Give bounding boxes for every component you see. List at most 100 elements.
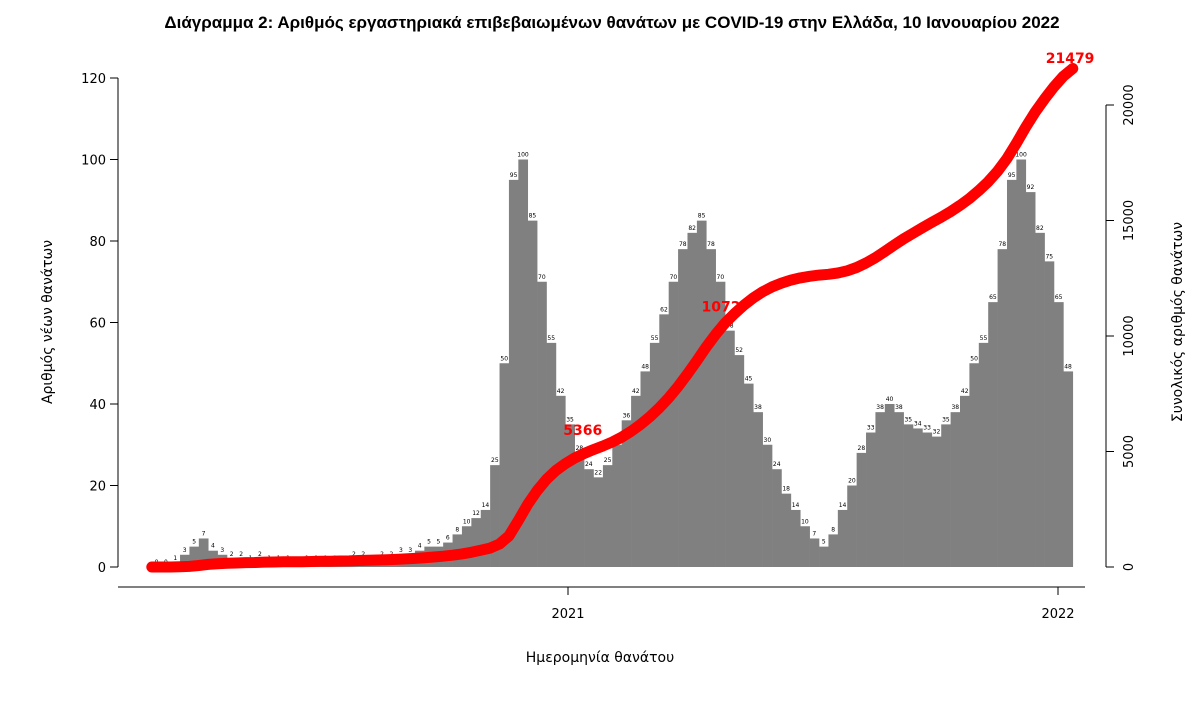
bar-value-label: 33 [923, 425, 931, 432]
bar [706, 249, 716, 567]
bar-value-label: 3 [408, 547, 412, 554]
bar [931, 436, 942, 567]
bar-value-label: 35 [566, 416, 574, 423]
bar-value-label: 25 [491, 457, 499, 464]
bar [1035, 232, 1045, 567]
bar [508, 179, 519, 567]
bar [725, 330, 735, 567]
bar [809, 538, 820, 567]
bar [537, 281, 547, 567]
bar [781, 493, 792, 567]
bar-value-label: 7 [812, 530, 816, 537]
bar [555, 395, 566, 567]
bar [659, 314, 669, 567]
chart-title: Διάγραμμα 2: Αριθμός εργαστηριακά επιβεβ… [164, 13, 1059, 32]
y2-tick-label: 15000 [1122, 200, 1137, 241]
bar [1025, 192, 1036, 567]
bar-value-label: 4 [211, 543, 215, 550]
bar-value-label: 14 [839, 502, 847, 509]
bar-value-label: 5 [427, 539, 431, 546]
x-axis-label: Ημερομηνία θανάτου [526, 650, 674, 666]
bar [969, 363, 980, 567]
bar-value-label: 52 [735, 347, 743, 354]
bar [743, 383, 754, 567]
bar-value-label: 12 [472, 510, 480, 517]
annotations: 5366 1072 21479 [563, 51, 1094, 439]
bar-value-label: 70 [670, 274, 678, 281]
bar-value-label: 65 [989, 294, 997, 301]
bar [621, 420, 632, 567]
bar [471, 518, 482, 567]
bar-value-label: 85 [529, 213, 537, 220]
bar [1063, 371, 1074, 567]
bar-value-label: 5 [437, 539, 441, 546]
bar-value-label: 28 [576, 445, 584, 452]
bar [847, 485, 857, 567]
bar [856, 452, 867, 567]
bar [584, 469, 594, 567]
bar [640, 371, 651, 567]
bar-value-label: 18 [782, 486, 790, 493]
bar-value-label: 24 [585, 461, 593, 468]
bar-value-label: 100 [517, 152, 529, 159]
bar [978, 342, 989, 567]
annotation-label: 5366 [563, 423, 602, 439]
bar [913, 428, 923, 567]
bar-value-label: 30 [764, 437, 772, 444]
bar-value-label: 33 [867, 425, 875, 432]
bar-value-label: 2 [258, 551, 262, 558]
bar-value-label: 92 [1027, 184, 1035, 191]
bar-value-label: 48 [1064, 363, 1072, 370]
y-tick-label: 100 [81, 154, 106, 169]
bar-value-label: 8 [455, 526, 459, 533]
bar-value-label: 34 [914, 420, 922, 427]
bar [753, 412, 763, 567]
bar-value-label: 5 [822, 539, 826, 546]
bar [772, 469, 782, 567]
bar-value-label: 38 [754, 404, 762, 411]
y2-tick-label: 20000 [1122, 84, 1137, 125]
bar-value-label: 85 [698, 213, 706, 220]
bar-value-label: 55 [651, 335, 659, 342]
y-tick-label: 0 [98, 561, 106, 576]
y-tick-label: 120 [81, 72, 106, 87]
bar-value-label: 42 [557, 388, 565, 395]
bar [189, 546, 200, 567]
bar-value-label: 42 [961, 388, 969, 395]
bar-value-label: 82 [1036, 225, 1044, 232]
bar-value-label: 3 [220, 547, 224, 554]
bar-value-label: 50 [970, 355, 978, 362]
bar [988, 302, 998, 567]
bar [180, 554, 190, 567]
y-tick-label: 20 [89, 480, 106, 495]
bar-value-label: 38 [951, 404, 959, 411]
bar-value-label: 32 [933, 429, 941, 436]
bar-value-label: 4 [418, 543, 422, 550]
bar-value-label: 36 [623, 412, 631, 419]
bar [687, 232, 698, 567]
bar-value-label: 100 [1015, 152, 1027, 159]
bar-value-label: 95 [510, 172, 518, 179]
bar [762, 444, 773, 567]
bar [960, 395, 970, 567]
bar-value-label: 25 [604, 457, 612, 464]
bar [734, 355, 745, 567]
bars [170, 159, 1074, 567]
bar-value-label: 62 [660, 306, 668, 313]
bar-value-label: 3 [399, 547, 403, 554]
bar-value-label: 45 [745, 376, 753, 383]
bar-value-label: 40 [886, 396, 894, 403]
bar-value-label: 1 [173, 555, 177, 562]
y2-tick-label: 10000 [1122, 315, 1137, 356]
bar [884, 404, 895, 567]
bar [1016, 159, 1027, 567]
bar [198, 538, 209, 567]
bar [866, 432, 876, 567]
bar [828, 534, 839, 567]
bar-value-label: 35 [904, 416, 912, 423]
bar [546, 342, 557, 567]
bar-value-label: 55 [547, 335, 555, 342]
bar [668, 281, 679, 567]
y-tick-label: 40 [89, 398, 106, 413]
